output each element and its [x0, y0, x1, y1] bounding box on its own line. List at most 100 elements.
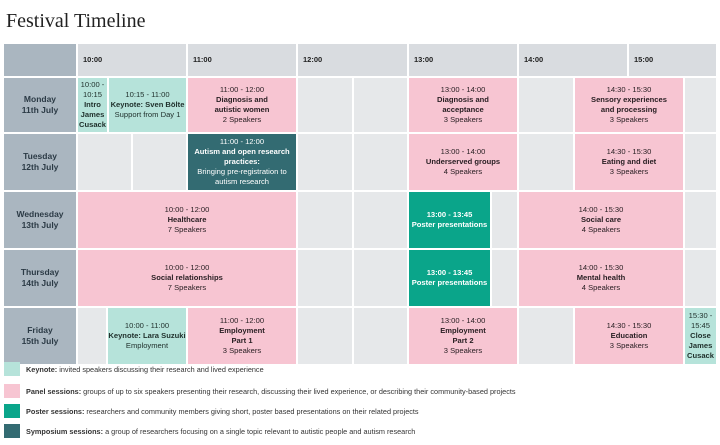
- session-subtitle: Bringing pre-registration to autism rese…: [197, 167, 287, 186]
- day-tuesday: Tuesday 12th July: [3, 133, 77, 191]
- session-tue-symposium[interactable]: 11:00 - 12:00 Autism and open research p…: [187, 133, 297, 191]
- session-subtitle: 3 Speakers: [443, 115, 483, 124]
- session-mon-diagnosis-acceptance[interactable]: 13:00 - 14:00 Diagnosis and acceptance 3…: [408, 77, 518, 133]
- legend-text: invited speakers discussing their resear…: [59, 364, 264, 374]
- session-title: Employment Part 1: [219, 326, 265, 345]
- legend-text: a group of researchers focusing on a sin…: [105, 426, 416, 436]
- empty-slot: [518, 307, 574, 365]
- session-title: Poster presentations: [411, 220, 488, 229]
- session-time: 10:15 - 11:00: [125, 90, 170, 99]
- session-thu-mental-health[interactable]: 14:00 - 15:30 Mental health 4 Speakers: [518, 249, 684, 307]
- session-mon-intro[interactable]: 10:00 - 10:15 Intro James Cusack: [77, 77, 108, 133]
- empty-slot: [491, 249, 518, 307]
- empty-slot: [684, 191, 717, 249]
- session-time: 11:00 - 12:00: [219, 85, 265, 94]
- session-time: 11:00 - 12:00: [219, 316, 265, 325]
- empty-slot: [518, 133, 574, 191]
- session-time: 10:00 - 12:00: [164, 205, 210, 214]
- legend-text: groups of up to six speakers presenting …: [83, 386, 516, 396]
- session-fri-keynote[interactable]: 10:00 - 11:00 Keynote: Lara Suzuki Emplo…: [107, 307, 187, 365]
- session-subtitle: Support from Day 1: [114, 110, 181, 119]
- session-title: Keynote: Sven Bölte: [110, 100, 185, 109]
- session-thu-relationships[interactable]: 10:00 - 12:00 Social relationships 7 Spe…: [77, 249, 297, 307]
- session-title: Employment Part 2: [440, 326, 486, 345]
- legend-label: Panel sessions:: [26, 386, 82, 396]
- session-title: Keynote: Lara Suzuki: [108, 331, 186, 340]
- session-title: Diagnosis and autistic women: [214, 95, 270, 114]
- session-title: Close James Cusack: [686, 331, 715, 360]
- session-mon-sensory[interactable]: 14:30 - 15:30 Sensory experiences and pr…: [574, 77, 684, 133]
- session-title: Sensory experiences and processing: [591, 95, 667, 114]
- session-fri-employment-2[interactable]: 13:00 - 14:00 Employment Part 2 3 Speake…: [408, 307, 518, 365]
- session-tue-eating[interactable]: 14:30 - 15:30 Eating and diet 3 Speakers: [574, 133, 684, 191]
- session-subtitle: 4 Speakers: [581, 283, 621, 292]
- session-fri-employment-1[interactable]: 11:00 - 12:00 Employment Part 1 3 Speake…: [187, 307, 297, 365]
- session-time: 14:30 - 15:30: [606, 321, 652, 330]
- session-title: Healthcare: [167, 215, 207, 224]
- session-title: Education: [610, 331, 648, 340]
- session-title: Poster presentations: [411, 278, 488, 287]
- session-time: 13:00 - 13:45: [426, 268, 473, 277]
- session-wed-social-care[interactable]: 14:00 - 15:30 Social care 4 Speakers: [518, 191, 684, 249]
- day-friday: Friday 15th July: [3, 307, 77, 365]
- page-title: Festival Timeline: [6, 10, 146, 32]
- session-time: 10:00 - 11:00: [124, 321, 170, 330]
- legend-label: Symposium sessions:: [26, 426, 104, 436]
- time-header-1000: 10:00: [77, 43, 187, 77]
- session-time: 13:00 - 14:00: [440, 147, 486, 156]
- empty-slot: [353, 191, 408, 249]
- session-time: 11:00 - 12:00: [219, 137, 265, 146]
- session-subtitle: 2 Speakers: [222, 115, 262, 124]
- empty-slot: [684, 77, 717, 133]
- legend-swatch: [4, 384, 20, 398]
- empty-slot: [297, 77, 353, 133]
- day-wednesday: Wednesday 13th July: [3, 191, 77, 249]
- session-thu-poster[interactable]: 13:00 - 13:45 Poster presentations: [408, 249, 491, 307]
- session-time: 10:00 - 12:00: [164, 263, 210, 272]
- session-time: 14:00 - 15:30: [578, 263, 624, 272]
- empty-slot: [491, 191, 518, 249]
- session-subtitle: 7 Speakers: [167, 225, 207, 234]
- time-header-1400: 14:00: [518, 43, 628, 77]
- empty-slot: [353, 77, 408, 133]
- empty-slot: [77, 307, 107, 365]
- legend-swatch: [4, 424, 20, 438]
- session-wed-healthcare[interactable]: 10:00 - 12:00 Healthcare 7 Speakers: [77, 191, 297, 249]
- legend-swatch: [4, 404, 20, 418]
- empty-slot: [684, 133, 717, 191]
- session-subtitle: Employment: [125, 341, 169, 350]
- empty-slot: [353, 249, 408, 307]
- session-title: Autism and open research practices:: [194, 147, 290, 166]
- session-title: Intro James Cusack: [78, 100, 107, 129]
- empty-slot: [297, 133, 353, 191]
- session-mon-keynote[interactable]: 10:15 - 11:00 Keynote: Sven Bölte Suppor…: [108, 77, 187, 133]
- session-subtitle: 3 Speakers: [609, 115, 649, 124]
- day-thursday: Thursday 14th July: [3, 249, 77, 307]
- time-header-1500: 15:00: [628, 43, 717, 77]
- session-tue-underserved[interactable]: 13:00 - 14:00 Underserved groups 4 Speak…: [408, 133, 518, 191]
- session-time: 13:00 - 14:00: [440, 85, 486, 94]
- session-subtitle: 3 Speakers: [609, 167, 649, 176]
- session-wed-poster[interactable]: 13:00 - 13:45 Poster presentations: [408, 191, 491, 249]
- session-fri-close[interactable]: 15:30 - 15:45 Close James Cusack: [684, 307, 717, 365]
- header-corner: [3, 43, 77, 77]
- empty-slot: [77, 133, 132, 191]
- session-time: 14:30 - 15:30: [606, 85, 652, 94]
- time-header-1200: 12:00: [297, 43, 408, 77]
- session-title: Mental health: [576, 273, 626, 282]
- empty-slot: [353, 133, 408, 191]
- empty-slot: [132, 133, 187, 191]
- legend-swatch: [4, 362, 20, 376]
- session-time: 10:00 - 10:15: [80, 80, 105, 99]
- legend-item-poster: Poster sessions: researchers and communi…: [4, 404, 419, 418]
- session-fri-education[interactable]: 14:30 - 15:30 Education 3 Speakers: [574, 307, 684, 365]
- session-mon-diagnosis-women[interactable]: 11:00 - 12:00 Diagnosis and autistic wom…: [187, 77, 297, 133]
- session-title: Social relationships: [151, 273, 223, 282]
- empty-slot: [684, 249, 717, 307]
- empty-slot: [297, 307, 353, 365]
- legend-label: Poster sessions:: [26, 406, 85, 416]
- empty-slot: [297, 191, 353, 249]
- legend-item-keynote: Keynote: invited speakers discussing the…: [4, 362, 264, 376]
- session-subtitle: 7 Speakers: [167, 283, 207, 292]
- session-time: 14:00 - 15:30: [578, 205, 624, 214]
